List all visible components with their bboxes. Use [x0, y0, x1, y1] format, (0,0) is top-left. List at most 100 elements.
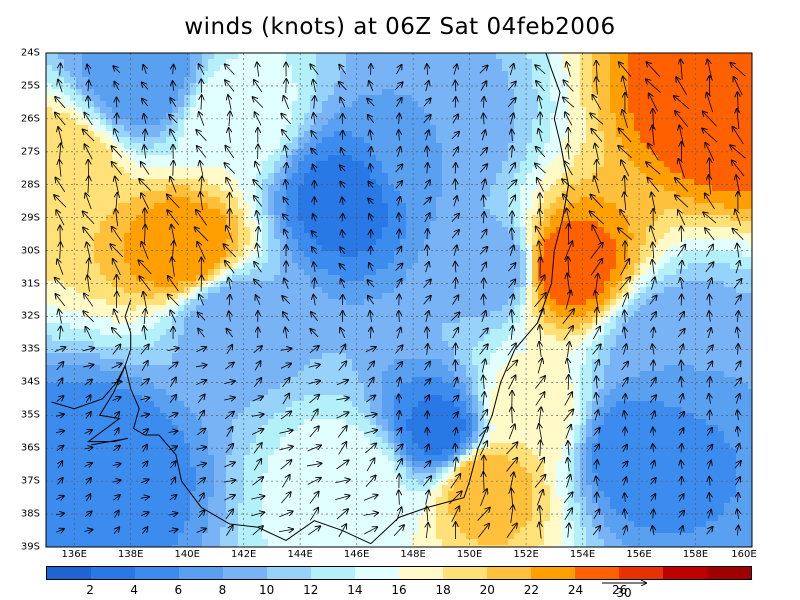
speed-cell — [460, 59, 467, 66]
speed-cell — [88, 125, 95, 132]
speed-cell — [418, 215, 425, 222]
speed-cell — [52, 269, 59, 276]
speed-cell — [286, 299, 293, 306]
speed-cell — [688, 161, 695, 168]
speed-cell — [526, 239, 533, 246]
speed-cell — [256, 215, 263, 222]
speed-cell — [382, 143, 389, 150]
speed-cell — [292, 125, 299, 132]
speed-cell — [310, 71, 317, 78]
speed-cell — [412, 143, 419, 150]
speed-cell — [184, 59, 191, 66]
speed-cell — [442, 89, 449, 96]
speed-cell — [424, 53, 431, 60]
speed-cell — [334, 233, 341, 240]
speed-cell — [370, 155, 377, 162]
speed-cell — [598, 173, 605, 180]
speed-cell — [442, 53, 449, 60]
speed-cell — [598, 251, 605, 258]
speed-cell — [436, 197, 443, 204]
speed-cell — [430, 293, 437, 300]
speed-cell — [478, 233, 485, 240]
speed-cell — [580, 263, 587, 270]
speed-cell — [154, 293, 161, 300]
speed-cell — [70, 143, 77, 150]
speed-cell — [382, 227, 389, 234]
speed-cell — [586, 107, 593, 114]
speed-cell — [436, 119, 443, 126]
speed-cell — [646, 71, 653, 78]
speed-cell — [196, 155, 203, 162]
speed-cell — [130, 173, 137, 180]
speed-cell — [724, 233, 731, 240]
speed-cell — [538, 263, 545, 270]
speed-cell — [460, 131, 467, 138]
speed-cell — [244, 155, 251, 162]
speed-cell — [682, 113, 689, 120]
speed-cell — [532, 89, 539, 96]
speed-cell — [214, 191, 221, 198]
speed-cell — [484, 299, 491, 306]
speed-cell — [646, 287, 653, 294]
speed-cell — [52, 185, 59, 192]
speed-cell — [214, 77, 221, 84]
speed-cell — [586, 185, 593, 192]
speed-cell — [250, 257, 257, 264]
speed-cell — [550, 101, 557, 108]
speed-cell — [160, 245, 167, 252]
speed-cell — [526, 275, 533, 282]
speed-cell — [496, 137, 503, 144]
speed-cell — [274, 185, 281, 192]
speed-cell — [646, 257, 653, 264]
speed-cell — [388, 263, 395, 270]
speed-cell — [64, 53, 71, 60]
speed-cell — [298, 263, 305, 270]
speed-cell — [190, 131, 197, 138]
speed-cell — [550, 221, 557, 228]
speed-cell — [94, 89, 101, 96]
speed-cell — [310, 257, 317, 264]
speed-cell — [262, 77, 269, 84]
speed-cell — [592, 119, 599, 126]
speed-cell — [676, 239, 683, 246]
speed-cell — [748, 59, 753, 66]
speed-cell — [562, 95, 569, 102]
speed-cell — [328, 167, 335, 174]
speed-cell — [328, 125, 335, 132]
speed-cell — [472, 101, 479, 108]
speed-cell — [364, 185, 371, 192]
speed-cell — [664, 197, 671, 204]
speed-cell — [694, 113, 701, 120]
speed-cell — [154, 173, 161, 180]
speed-cell — [688, 221, 695, 228]
speed-cell — [262, 113, 269, 120]
speed-cell — [592, 167, 599, 174]
speed-cell — [670, 149, 677, 156]
speed-cell — [136, 89, 143, 96]
speed-cell — [286, 83, 293, 90]
speed-cell — [52, 65, 59, 72]
speed-cell — [298, 173, 305, 180]
speed-cell — [178, 161, 185, 168]
speed-cell — [232, 257, 239, 264]
speed-cell — [214, 203, 221, 210]
speed-cell — [400, 239, 407, 246]
speed-cell — [586, 251, 593, 258]
speed-cell — [232, 59, 239, 66]
speed-cell — [664, 131, 671, 138]
speed-cell — [418, 239, 425, 246]
speed-cell — [370, 185, 377, 192]
speed-cell — [136, 245, 143, 252]
speed-cell — [622, 155, 629, 162]
speed-cell — [286, 161, 293, 168]
speed-cell — [376, 119, 383, 126]
speed-cell — [286, 89, 293, 96]
speed-cell — [82, 281, 89, 288]
speed-cell — [466, 299, 473, 306]
speed-cell — [556, 263, 563, 270]
speed-cell — [652, 215, 659, 222]
speed-cell — [172, 95, 179, 102]
speed-cell — [448, 203, 455, 210]
speed-cell — [454, 125, 461, 132]
speed-cell — [64, 239, 71, 246]
